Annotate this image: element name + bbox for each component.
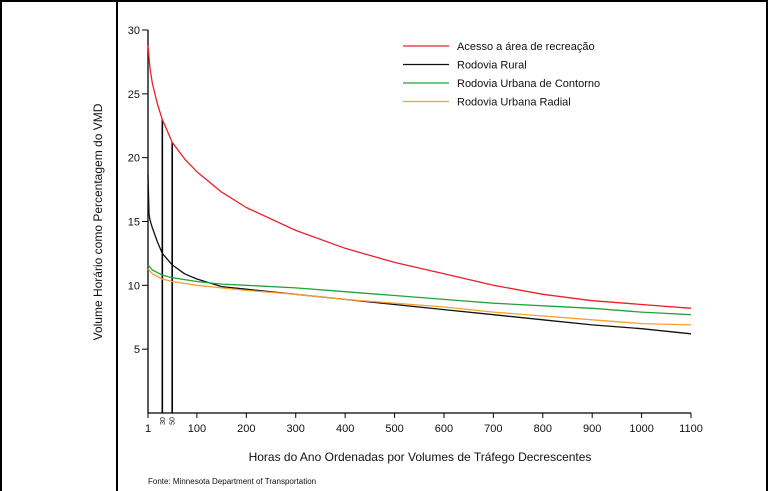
- y-tick-label: 10: [128, 280, 140, 292]
- legend-label-4: Rodovia Urbana Radial: [457, 97, 571, 109]
- legend: Acesso a área de recreação Rodovia Rural R…: [403, 41, 600, 109]
- hour-50-marker-label: 50: [170, 417, 177, 425]
- y-tick-label: 25: [128, 89, 140, 101]
- y-tick-label: 30: [128, 25, 140, 37]
- hour-30-marker-label: 30: [160, 417, 167, 425]
- y-tick-label: 15: [128, 217, 140, 229]
- x-tick-label: 400: [336, 423, 354, 435]
- x-tick-label: 800: [534, 423, 552, 435]
- x-tick-label: 1100: [679, 423, 703, 435]
- x-tick-label: 1: [145, 423, 151, 435]
- y-tick-label: 20: [128, 153, 140, 165]
- y-tick-label: 5: [134, 344, 140, 356]
- legend-label-1: Acesso a área de recreação: [457, 41, 595, 53]
- legend-label-3: Rodovia Urbana de Contorno: [457, 78, 600, 90]
- source-note: Fonte: Minnesota Department of Transport…: [148, 477, 316, 486]
- series-line-1: [148, 45, 691, 308]
- x-tick-label: 500: [385, 423, 403, 435]
- x-tick-label: 600: [435, 423, 453, 435]
- x-tick-label: 300: [287, 423, 305, 435]
- y-axis-title: Volume Horário como Percentagem do VMD: [91, 103, 105, 340]
- x-tick-label: 900: [583, 423, 601, 435]
- x-tick-label: 1000: [629, 423, 653, 435]
- series-line-4: [148, 269, 691, 325]
- x-tick-label: 200: [237, 423, 255, 435]
- x-tick-label: 700: [484, 423, 502, 435]
- legend-label-2: Rodovia Rural: [457, 60, 527, 72]
- x-axis-title: Horas do Ano Ordenadas por Volumes de Tr…: [249, 450, 592, 464]
- x-tick-label: 100: [188, 423, 206, 435]
- series-lines: [148, 45, 691, 334]
